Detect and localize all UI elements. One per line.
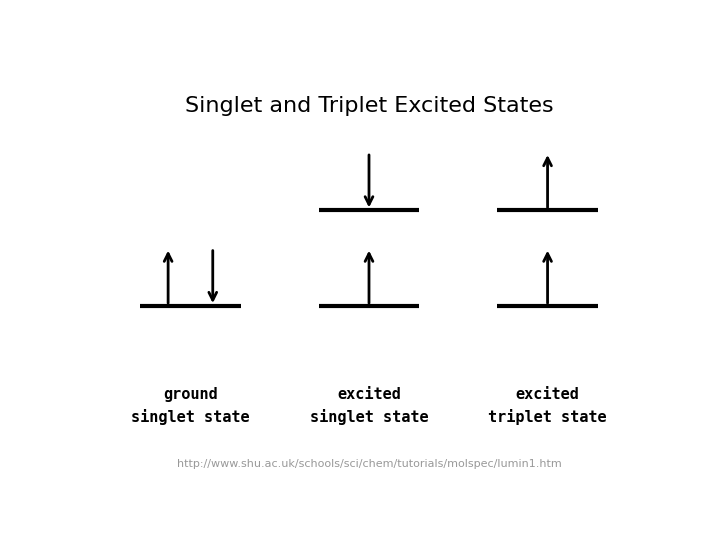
Text: http://www.shu.ac.uk/schools/sci/chem/tutorials/molspec/lumin1.htm: http://www.shu.ac.uk/schools/sci/chem/tu… xyxy=(176,459,562,469)
Text: ground
singlet state: ground singlet state xyxy=(131,387,250,424)
Text: Singlet and Triplet Excited States: Singlet and Triplet Excited States xyxy=(185,96,553,117)
Text: excited
triplet state: excited triplet state xyxy=(488,387,607,424)
Text: excited
singlet state: excited singlet state xyxy=(310,387,428,424)
